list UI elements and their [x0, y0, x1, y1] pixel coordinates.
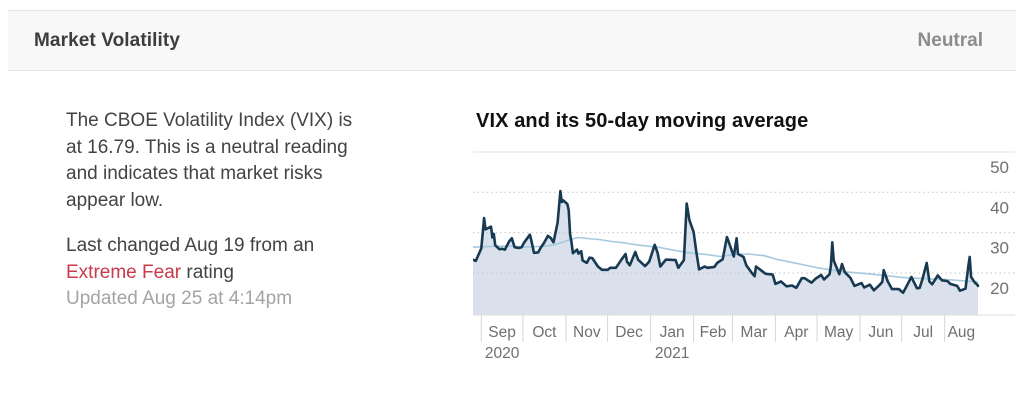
last-changed-line1: Last changed Aug 19 from an — [66, 235, 315, 256]
svg-text:2020: 2020 — [485, 345, 520, 362]
svg-text:Aug: Aug — [948, 324, 976, 341]
svg-text:Oct: Oct — [532, 324, 557, 341]
svg-text:Feb: Feb — [700, 324, 727, 341]
last-changed-line2: Extreme Fear rating — [66, 260, 396, 287]
status-badge: Neutral — [917, 29, 983, 51]
svg-text:May: May — [824, 324, 854, 341]
svg-text:Jun: Jun — [868, 324, 893, 341]
svg-text:40: 40 — [990, 198, 1009, 217]
vix-summary-paragraph: The CBOE Volatility Index (VIX) is at 16… — [66, 110, 353, 211]
chart-title: VIX and its 50-day moving average — [476, 110, 809, 132]
svg-text:Apr: Apr — [784, 324, 808, 341]
rating-suffix: rating — [181, 261, 234, 283]
last-changed-text: Last changed Aug 19 from an Extreme Fear… — [66, 233, 396, 286]
svg-text:30: 30 — [990, 239, 1009, 258]
svg-text:Jul: Jul — [913, 324, 933, 341]
svg-text:20: 20 — [990, 279, 1009, 298]
previous-rating-label: Extreme Fear — [66, 261, 182, 283]
svg-text:Sep: Sep — [488, 324, 516, 341]
updated-timestamp: Updated Aug 25 at 4:14pm — [66, 288, 293, 309]
vix-chart: 50 40 30 20 Sep Oct Nov Dec Jan Feb Mar Apr May Jun Ju… — [473, 151, 1015, 362]
svg-text:Jan: Jan — [660, 324, 685, 341]
panel-title: Market Volatility — [34, 29, 180, 51]
svg-text:Nov: Nov — [573, 324, 601, 341]
svg-text:Mar: Mar — [741, 324, 768, 341]
svg-text:Dec: Dec — [615, 324, 643, 341]
svg-text:50: 50 — [990, 158, 1009, 177]
panel-header: Market Volatility Neutral — [8, 10, 1016, 71]
svg-text:2021: 2021 — [655, 345, 689, 362]
summary-text-block: The CBOE Volatility Index (VIX) is at 16… — [66, 108, 396, 332]
